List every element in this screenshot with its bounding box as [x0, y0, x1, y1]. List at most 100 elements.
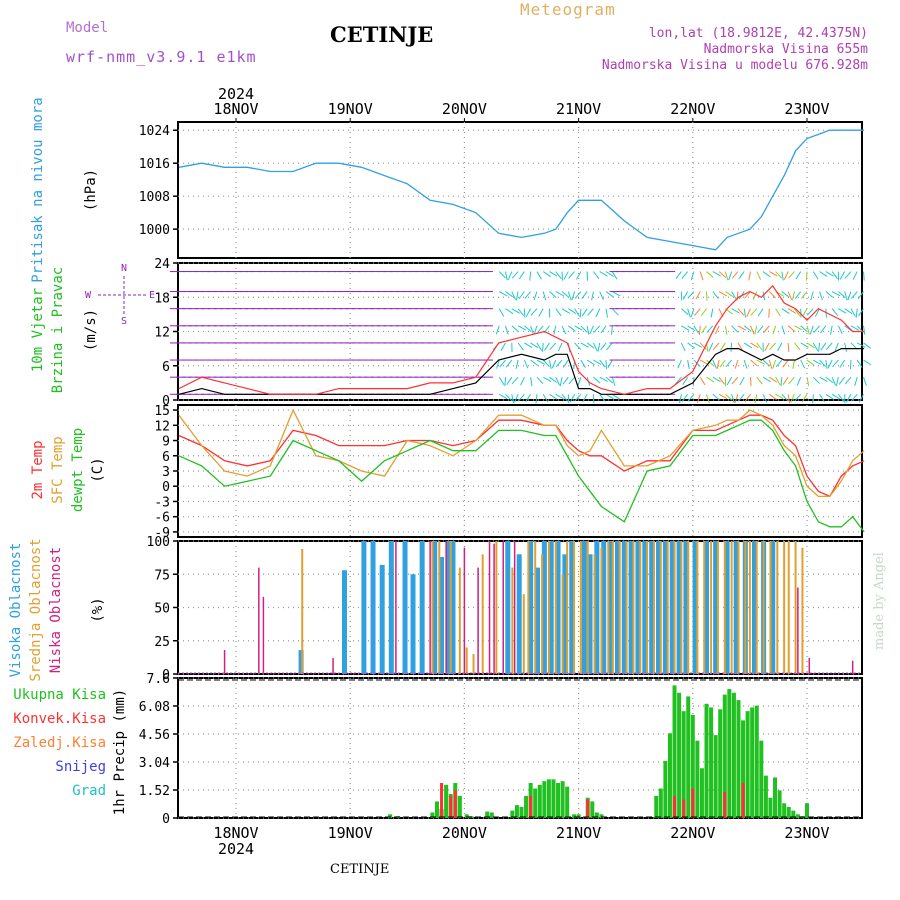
- wind-barb: [830, 325, 833, 335]
- wind-barb: [563, 271, 569, 280]
- wind-barb: [780, 377, 783, 387]
- precip-bar: [560, 781, 565, 818]
- pressure-ytick-label: 1008: [139, 190, 170, 205]
- wind-barb: [538, 308, 544, 317]
- wind-barb: [505, 271, 508, 281]
- cloud-bar: [680, 541, 683, 674]
- bottom-year-label: 2024: [218, 840, 254, 858]
- cloud-bar: [298, 650, 304, 674]
- wind-barb: [805, 271, 808, 281]
- wind-barb: [819, 394, 825, 403]
- top-day-label: 23NOV: [784, 100, 829, 118]
- cloud-bar: [465, 647, 468, 674]
- wind-barb: [857, 342, 866, 348]
- temperature-ytick-label: -3: [154, 495, 170, 510]
- wind-barb: [738, 393, 745, 402]
- temperature-ytick-label: 9: [162, 435, 170, 450]
- wind-barb: [690, 271, 695, 281]
- wind-barb: [555, 376, 561, 386]
- wind-barb: [687, 325, 696, 332]
- precip-bar: [537, 784, 542, 818]
- wind-barb: [695, 291, 701, 300]
- wind-barb: [764, 342, 770, 351]
- wind-barb: [813, 325, 820, 333]
- wind-barb: [769, 342, 776, 350]
- wind-barb: [611, 377, 616, 386]
- wind-barb: [772, 359, 777, 369]
- wind-barb: [549, 291, 557, 298]
- cloud-bar: [554, 541, 557, 674]
- cloud-bar: [395, 541, 397, 674]
- cloud-bar: [438, 541, 441, 674]
- cloud-bar: [669, 541, 675, 674]
- precip-bar: [690, 714, 695, 818]
- precip-bar: [745, 711, 750, 818]
- footer-station: CETINJE: [330, 862, 390, 877]
- wind-barb: [825, 393, 834, 400]
- wind-barb: [524, 291, 532, 299]
- cloud-bar: [481, 554, 484, 674]
- wind-barb: [605, 308, 608, 318]
- wind-barb: [734, 394, 739, 403]
- wind-barb: [792, 359, 795, 369]
- precipitation-ytick-label: 0: [162, 812, 170, 827]
- cloud-bar: [541, 554, 544, 674]
- wind-barb: [537, 325, 544, 334]
- precip-bar: [681, 711, 686, 818]
- wind-barb: [675, 376, 682, 385]
- wind-barb: [838, 393, 845, 402]
- wind-barb: [500, 342, 506, 351]
- cloud-bar: [562, 554, 568, 674]
- cloud-bar: [787, 541, 790, 674]
- precip-bar: [663, 760, 668, 818]
- wind-barb: [599, 271, 608, 277]
- temperature-ytick-label: 0: [162, 480, 170, 495]
- cloud-bar: [361, 541, 367, 674]
- precip-bar: [667, 733, 672, 818]
- wind-barb: [542, 291, 547, 301]
- cloud-ylabel-high: Visoka Oblacnost: [8, 543, 24, 678]
- wind-barb: [737, 308, 745, 316]
- wind-barb: [854, 377, 858, 386]
- precip-bar: [750, 707, 755, 818]
- cloud-bar: [659, 541, 662, 674]
- wind-barb: [706, 325, 714, 333]
- cloud-bar: [703, 541, 706, 674]
- wind-barb: [781, 271, 784, 281]
- cloud-bar: [488, 541, 491, 674]
- wind-barb: [511, 325, 519, 333]
- wind-barb: [505, 308, 514, 315]
- wind-barb: [605, 393, 614, 400]
- cloud-bar: [769, 541, 772, 674]
- wind-ytick-label: 6: [162, 360, 170, 375]
- cloud-bar: [776, 541, 779, 674]
- wind-barb: [599, 291, 604, 300]
- precip-bar: [529, 795, 533, 818]
- wind-barb: [559, 377, 563, 387]
- precip-bar: [741, 720, 746, 818]
- wind-barb: [768, 308, 770, 318]
- cloud-bar: [541, 541, 547, 674]
- wind-barb: [762, 291, 766, 301]
- wind-barb: [737, 325, 747, 331]
- cloud-bar: [513, 541, 516, 674]
- wind-barb: [858, 308, 864, 317]
- wind-barb: [495, 325, 500, 335]
- wind-barb: [731, 308, 740, 314]
- wind-barb: [725, 393, 733, 401]
- wind-barb: [844, 308, 853, 315]
- cloud-bar: [704, 541, 710, 674]
- elevation-label: Nadmorska Visina 655m: [703, 42, 868, 57]
- wind-barb: [536, 342, 543, 351]
- cloud-bar: [332, 658, 334, 674]
- wind-barb: [731, 271, 739, 279]
- precip-bar: [782, 803, 787, 818]
- wind-barb: [812, 271, 819, 280]
- wind-barb: [574, 308, 580, 317]
- wind-barb: [600, 325, 607, 334]
- temp-unit-label: (C): [90, 457, 106, 482]
- wind-barb: [535, 394, 538, 404]
- wind-barb: [498, 376, 505, 386]
- wind-barb: [825, 342, 833, 351]
- wind-barb: [498, 393, 508, 400]
